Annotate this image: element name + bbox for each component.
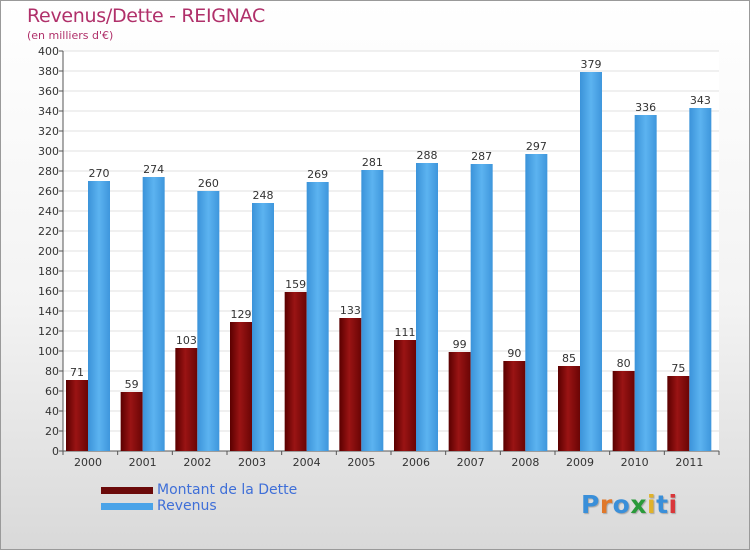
bar-revenus [634,115,657,451]
y-tick-label: 280 [38,165,59,178]
data-label-revenus: 343 [690,94,711,107]
bar-revenus [88,181,110,451]
bar-dette [230,322,252,451]
bar-dette [66,380,88,451]
logo-letter: o [612,490,631,519]
x-tick-label: 2009 [566,456,594,469]
data-label-dette: 133 [340,304,361,317]
logo-letter: i [668,490,678,519]
x-tick-label: 2011 [675,456,703,469]
bar-dette [558,366,580,451]
x-tick-label: 2008 [511,456,539,469]
data-label-dette: 59 [125,378,139,391]
y-tick-label: 180 [38,265,59,278]
y-tick-label: 80 [45,365,59,378]
x-tick-label: 2001 [129,456,157,469]
data-label-revenus: 297 [526,140,547,153]
data-label-dette: 90 [507,347,521,360]
x-tick-label: 2006 [402,456,430,469]
data-label-revenus: 379 [581,58,602,71]
data-label-revenus: 274 [143,163,164,176]
chart-title: Revenus/Dette - REIGNAC [27,5,265,27]
y-tick-label: 20 [45,425,59,438]
legend-swatch-dette [101,487,153,494]
bar-revenus [361,170,384,451]
data-label-dette: 80 [617,357,631,370]
logo-letter: t [656,490,669,519]
bar-revenus [416,163,438,451]
bar-revenus [197,191,220,451]
y-tick-label: 40 [45,405,59,418]
x-tick-label: 2003 [238,456,266,469]
legend-label-dette: Montant de la Dette [157,482,298,498]
bar-revenus [470,164,493,451]
data-label-dette: 71 [70,366,84,379]
bar-revenus [580,72,602,451]
chart-subtitle: (en milliers d'€) [27,29,114,42]
x-tick-label: 2010 [621,456,649,469]
bar-dette [503,361,526,451]
y-tick-label: 260 [38,185,59,198]
bar-dette [612,371,635,451]
bar-dette [394,340,416,451]
y-tick-label: 400 [38,45,59,58]
data-label-revenus: 270 [89,167,110,180]
bar-revenus [142,177,165,451]
x-tick-label: 2000 [74,456,102,469]
data-label-dette: 103 [176,334,197,347]
data-label-dette: 111 [395,326,416,339]
logo-letter: P [581,490,600,519]
data-label-dette: 99 [453,338,467,351]
bar-dette [339,318,362,451]
y-tick-label: 160 [38,285,59,298]
y-tick-label: 320 [38,125,59,138]
y-tick-label: 240 [38,205,59,218]
data-label-dette: 75 [671,362,685,375]
proxiti-logo: Proxiti [581,490,678,519]
y-tick-label: 360 [38,85,59,98]
y-tick-label: 100 [38,345,59,358]
bar-revenus [306,182,329,451]
bar-dette [448,352,471,451]
y-tick-label: 120 [38,325,59,338]
bar-dette [120,392,143,451]
bar-dette [175,348,198,451]
x-tick-label: 2005 [347,456,375,469]
data-label-revenus: 281 [362,156,383,169]
data-label-dette: 129 [231,308,252,321]
bar-revenus [525,154,548,451]
logo-letter: r [599,490,613,519]
data-label-revenus: 287 [471,150,492,163]
data-label-revenus: 260 [198,177,219,190]
logo-letter: x [630,490,647,519]
y-tick-label: 200 [38,245,59,258]
data-label-revenus: 269 [307,168,328,181]
y-tick-label: 300 [38,145,59,158]
y-tick-label: 220 [38,225,59,238]
legend-swatch-revenus [101,503,153,510]
y-tick-label: 0 [52,445,59,458]
y-tick-label: 340 [38,105,59,118]
data-label-dette: 85 [562,352,576,365]
bar-dette [667,376,690,451]
bar-dette [284,292,307,451]
x-tick-label: 2002 [183,456,211,469]
y-tick-label: 60 [45,385,59,398]
data-label-dette: 159 [285,278,306,291]
y-tick-label: 380 [38,65,59,78]
bar-revenus [252,203,274,451]
y-tick-label: 140 [38,305,59,318]
data-label-revenus: 288 [417,149,438,162]
data-label-revenus: 336 [635,101,656,114]
x-tick-label: 2004 [293,456,321,469]
logo-letter: i [647,490,657,519]
bar-revenus [689,108,712,451]
x-tick-label: 2007 [457,456,485,469]
data-label-revenus: 248 [253,189,274,202]
legend-label-revenus: Revenus [157,498,217,514]
